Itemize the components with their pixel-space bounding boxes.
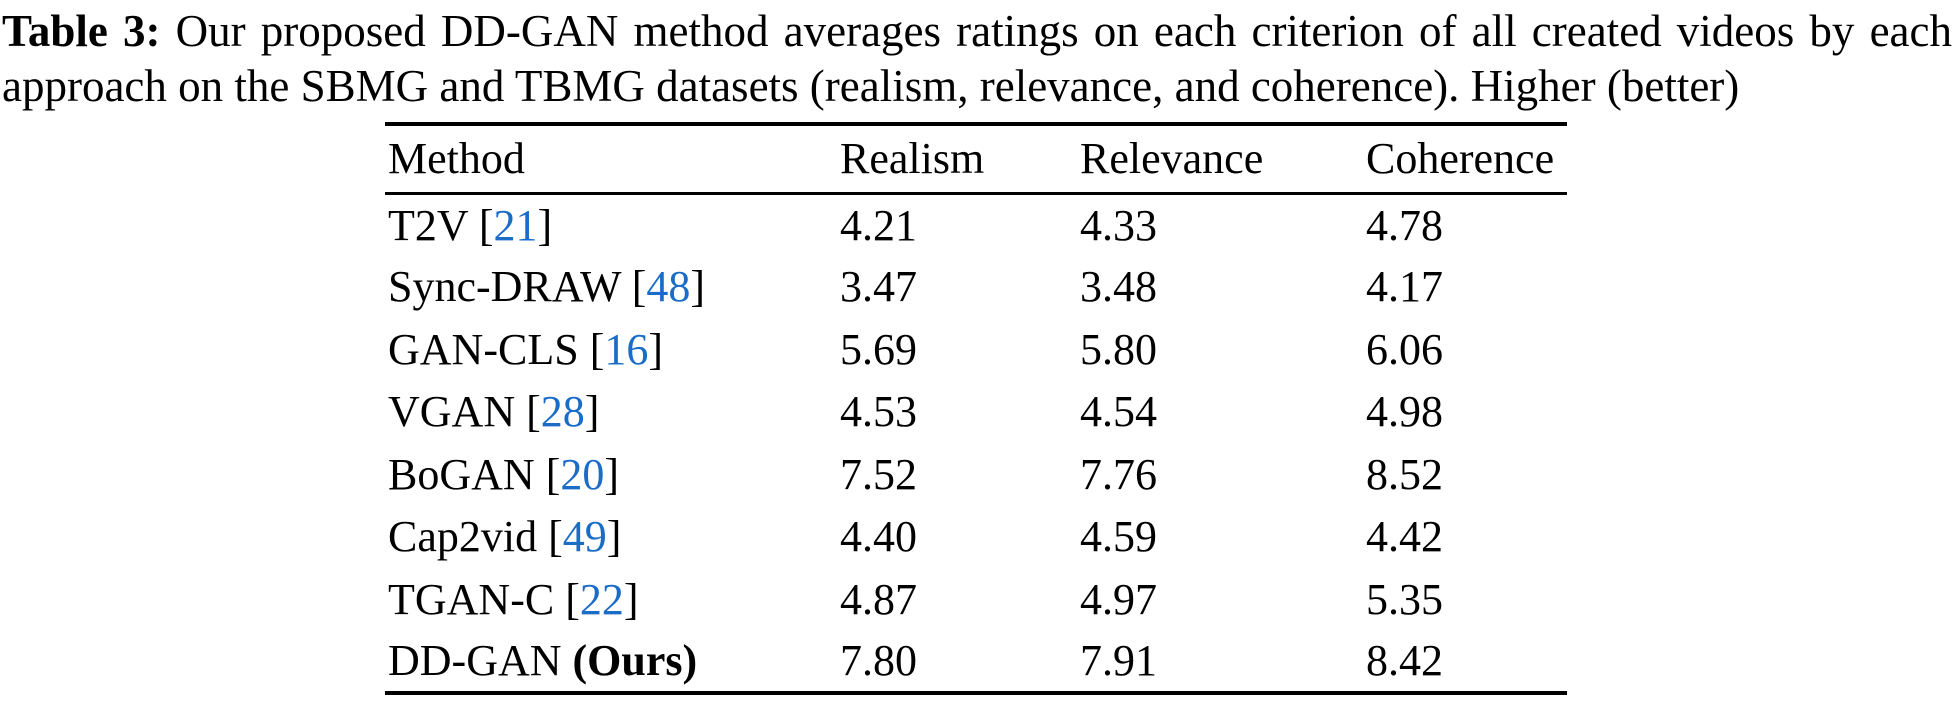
citation-link[interactable]: 22 [579, 574, 624, 624]
score-cell-realism: 3.47 [840, 262, 917, 312]
ours-label: (Ours) [572, 636, 698, 686]
results-table: Method Realism Relevance Coherence T2V [21]… [385, 122, 1567, 695]
table-row: GAN-CLS [16] 5.69 5.80 6.06 [385, 318, 1567, 381]
table-row: BoGAN [20] 7.52 7.76 8.52 [385, 443, 1567, 506]
method-name: T2V [388, 200, 468, 250]
header-row: Method Realism Relevance Coherence [385, 124, 1567, 193]
method-cell: TGAN-C [22] [388, 574, 639, 624]
score-cell-coherence: 8.42 [1366, 636, 1443, 686]
table-row: T2V [21] 4.21 4.33 4.78 [385, 193, 1567, 256]
table-row: Cap2vid [49] 4.40 4.59 4.42 [385, 506, 1567, 569]
method-cell: T2V [21] [388, 200, 553, 250]
method-cell: Cap2vid [49] [388, 512, 622, 562]
score-cell-coherence: 4.78 [1366, 200, 1443, 250]
score-cell-relevance: 7.91 [1080, 636, 1157, 686]
table-caption: Table 3: Our proposed DD-GAN method aver… [2, 4, 1952, 114]
table-body: T2V [21] 4.21 4.33 4.78 Sync-DRAW [48] 3.47 3.… [385, 193, 1567, 693]
method-cell: Sync-DRAW [48] [388, 262, 706, 312]
method-name: Cap2vid [388, 512, 538, 562]
column-header-realism: Realism [840, 134, 985, 184]
table-row: TGAN-C [22] 4.87 4.97 5.35 [385, 568, 1567, 631]
caption-text: Our proposed DD-GAN method averages rati… [2, 6, 1952, 111]
citation-link[interactable]: 20 [560, 449, 605, 499]
score-cell-coherence: 5.35 [1366, 574, 1443, 624]
table-row: VGAN [28] 4.53 4.54 4.98 [385, 381, 1567, 444]
method-name: BoGAN [388, 449, 535, 499]
score-cell-coherence: 4.17 [1366, 262, 1443, 312]
score-cell-realism: 7.52 [840, 449, 917, 499]
score-cell-relevance: 4.54 [1080, 387, 1157, 437]
score-cell-relevance: 4.59 [1080, 512, 1157, 562]
citation-link[interactable]: 28 [540, 387, 585, 437]
score-cell-coherence: 8.52 [1366, 449, 1443, 499]
column-header-coherence: Coherence [1366, 134, 1555, 184]
citation-link[interactable]: 48 [646, 262, 691, 312]
score-cell-relevance: 4.97 [1080, 574, 1157, 624]
score-cell-realism: 4.21 [840, 200, 917, 250]
score-cell-realism: 5.69 [840, 324, 917, 374]
score-cell-realism: 4.87 [840, 574, 917, 624]
score-cell-coherence: 4.42 [1366, 512, 1443, 562]
table-row: DD-GAN (Ours) 7.80 7.91 8.42 [385, 631, 1567, 694]
score-cell-realism: 4.53 [840, 387, 917, 437]
score-cell-relevance: 3.48 [1080, 262, 1157, 312]
citation-link[interactable]: 21 [493, 200, 538, 250]
column-header-relevance: Relevance [1080, 134, 1264, 184]
score-cell-relevance: 5.80 [1080, 324, 1157, 374]
column-header-method: Method [388, 134, 525, 184]
method-name: GAN-CLS [388, 324, 579, 374]
table-row: Sync-DRAW [48] 3.47 3.48 4.17 [385, 256, 1567, 319]
score-cell-coherence: 4.98 [1366, 387, 1443, 437]
method-cell: BoGAN [20] [388, 449, 619, 499]
method-name: TGAN-C [388, 574, 555, 624]
citation-link[interactable]: 49 [562, 512, 607, 562]
method-cell: DD-GAN (Ours) [385, 631, 837, 694]
score-cell-realism: 4.40 [840, 512, 917, 562]
method-name: DD-GAN [388, 636, 562, 686]
method-name: VGAN [388, 387, 516, 437]
table-header: Method Realism Relevance Coherence [385, 124, 1567, 193]
score-cell-coherence: 6.06 [1366, 324, 1443, 374]
citation-link[interactable]: 16 [604, 324, 649, 374]
method-cell: VGAN [28] [388, 387, 600, 437]
method-name: Sync-DRAW [388, 262, 621, 312]
method-cell: GAN-CLS [16] [388, 324, 663, 374]
table-container: Method Realism Relevance Coherence T2V [21]… [385, 122, 1567, 695]
score-cell-realism: 7.80 [840, 636, 917, 686]
score-cell-relevance: 4.33 [1080, 200, 1157, 250]
score-cell-relevance: 7.76 [1080, 449, 1157, 499]
caption-label: Table 3: [2, 6, 161, 56]
